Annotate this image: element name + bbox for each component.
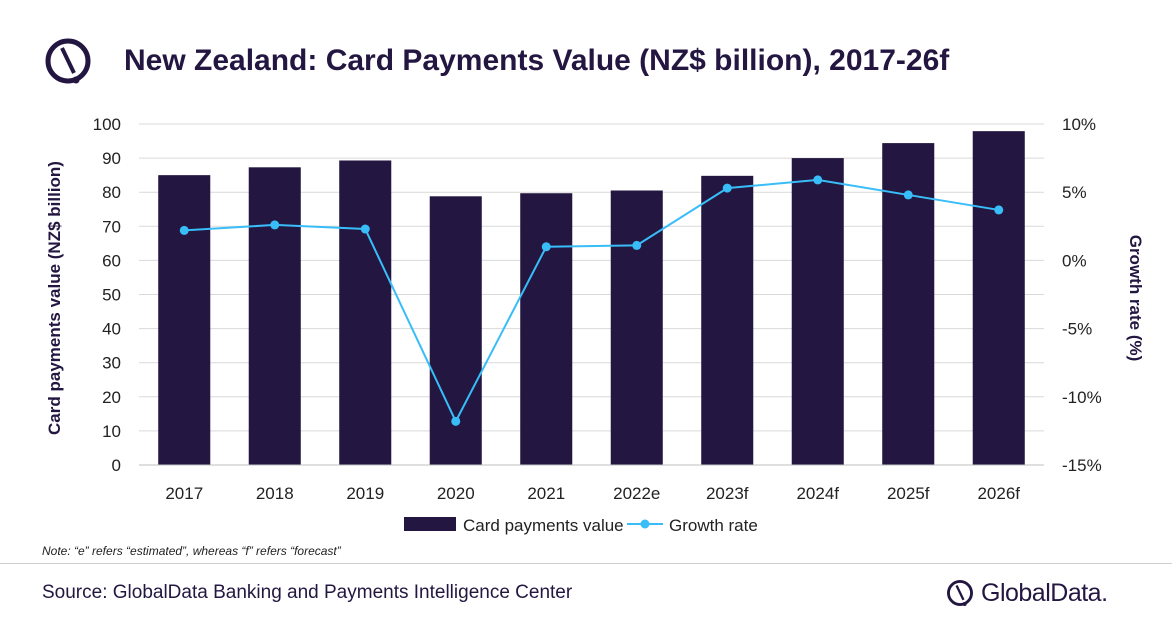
y2-tick-label: -10% [1062, 388, 1102, 407]
y-tick-label: 70 [102, 217, 121, 236]
x-tick-label: 2025f [887, 484, 930, 503]
y-tick-label: 60 [102, 251, 121, 270]
chart-note: Note: “e” refers “estimated”, whereas “f… [42, 544, 341, 558]
y-tick-label: 50 [102, 286, 121, 305]
bar [339, 160, 392, 465]
growth-rate-point [360, 224, 370, 234]
bar [701, 175, 754, 465]
y2-tick-label: 5% [1062, 183, 1087, 202]
y2-tick-label: 10% [1062, 115, 1096, 134]
bar [791, 158, 844, 465]
growth-rate-point [179, 225, 189, 235]
y-tick-label: 30 [102, 354, 121, 373]
growth-rate-point [813, 175, 823, 185]
growth-rate-line [184, 178, 999, 424]
source-text: Source: GlobalData Banking and Payments … [42, 582, 573, 603]
legend-line-marker [640, 519, 650, 529]
growth-rate-point [541, 242, 551, 252]
y-tick-label: 40 [102, 320, 121, 339]
globaldata-logo-icon [45, 38, 91, 84]
bar [610, 190, 663, 465]
globaldata-small-logo-icon [947, 580, 973, 606]
growth-rate-point [632, 240, 642, 250]
growth-rate-point [903, 190, 913, 200]
bar [158, 175, 211, 465]
growth-rate-point [451, 416, 461, 426]
x-tick-label: 2020 [437, 484, 475, 503]
y-tick-label: 100 [93, 115, 121, 134]
y2-tick-label: -5% [1062, 320, 1092, 339]
y-tick-label: 10 [102, 422, 121, 441]
x-tick-label: 2021 [527, 484, 565, 503]
x-tick-label: 2026f [977, 484, 1020, 503]
growth-rate-point [722, 183, 732, 193]
bar [520, 193, 573, 465]
y2-tick-label: 0% [1062, 251, 1087, 270]
growth-rate-point [994, 205, 1004, 215]
legend-bar-label: Card payments value [463, 516, 624, 535]
x-tick-label: 2017 [165, 484, 203, 503]
brand-logo: GlobalData. [945, 578, 1108, 608]
y2-axis-label: Growth rate (%) [1126, 235, 1145, 362]
x-tick-label: 2024f [796, 484, 839, 503]
bar [248, 167, 301, 465]
y-axis-label: Card payments value (NZ$ billion) [45, 161, 64, 435]
growth-rate-point [270, 220, 280, 230]
bar [972, 131, 1025, 465]
y-tick-label: 90 [102, 149, 121, 168]
brand-name: GlobalData. [981, 578, 1108, 607]
y-tick-label: 20 [102, 388, 121, 407]
x-tick-label: 2018 [256, 484, 294, 503]
x-tick-label: 2019 [346, 484, 384, 503]
y2-tick-label: -15% [1062, 456, 1102, 475]
legend-line-label: Growth rate [669, 516, 758, 535]
x-tick-label: 2022e [613, 484, 660, 503]
legend-bar-swatch [404, 517, 456, 531]
x-tick-label: 2023f [706, 484, 749, 503]
chart-title: New Zealand: Card Payments Value (NZ$ bi… [124, 44, 950, 77]
y-tick-label: 80 [102, 183, 121, 202]
y-tick-label: 0 [112, 456, 121, 475]
footer-divider [0, 563, 1172, 564]
chart: 0 10 20 30 40 50 60 70 80 90 100 -15% -10% -5% 0% 5% 10%… [45, 115, 1145, 535]
